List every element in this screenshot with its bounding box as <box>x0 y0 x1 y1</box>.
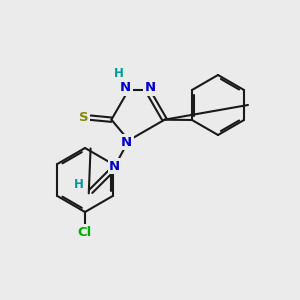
Text: N: N <box>145 81 156 94</box>
Text: H: H <box>114 67 124 80</box>
Text: N: N <box>109 160 120 173</box>
Text: Cl: Cl <box>78 226 92 238</box>
Text: N: N <box>121 136 132 149</box>
Text: H: H <box>74 178 84 191</box>
Text: S: S <box>79 111 88 124</box>
Text: N: N <box>120 81 131 94</box>
